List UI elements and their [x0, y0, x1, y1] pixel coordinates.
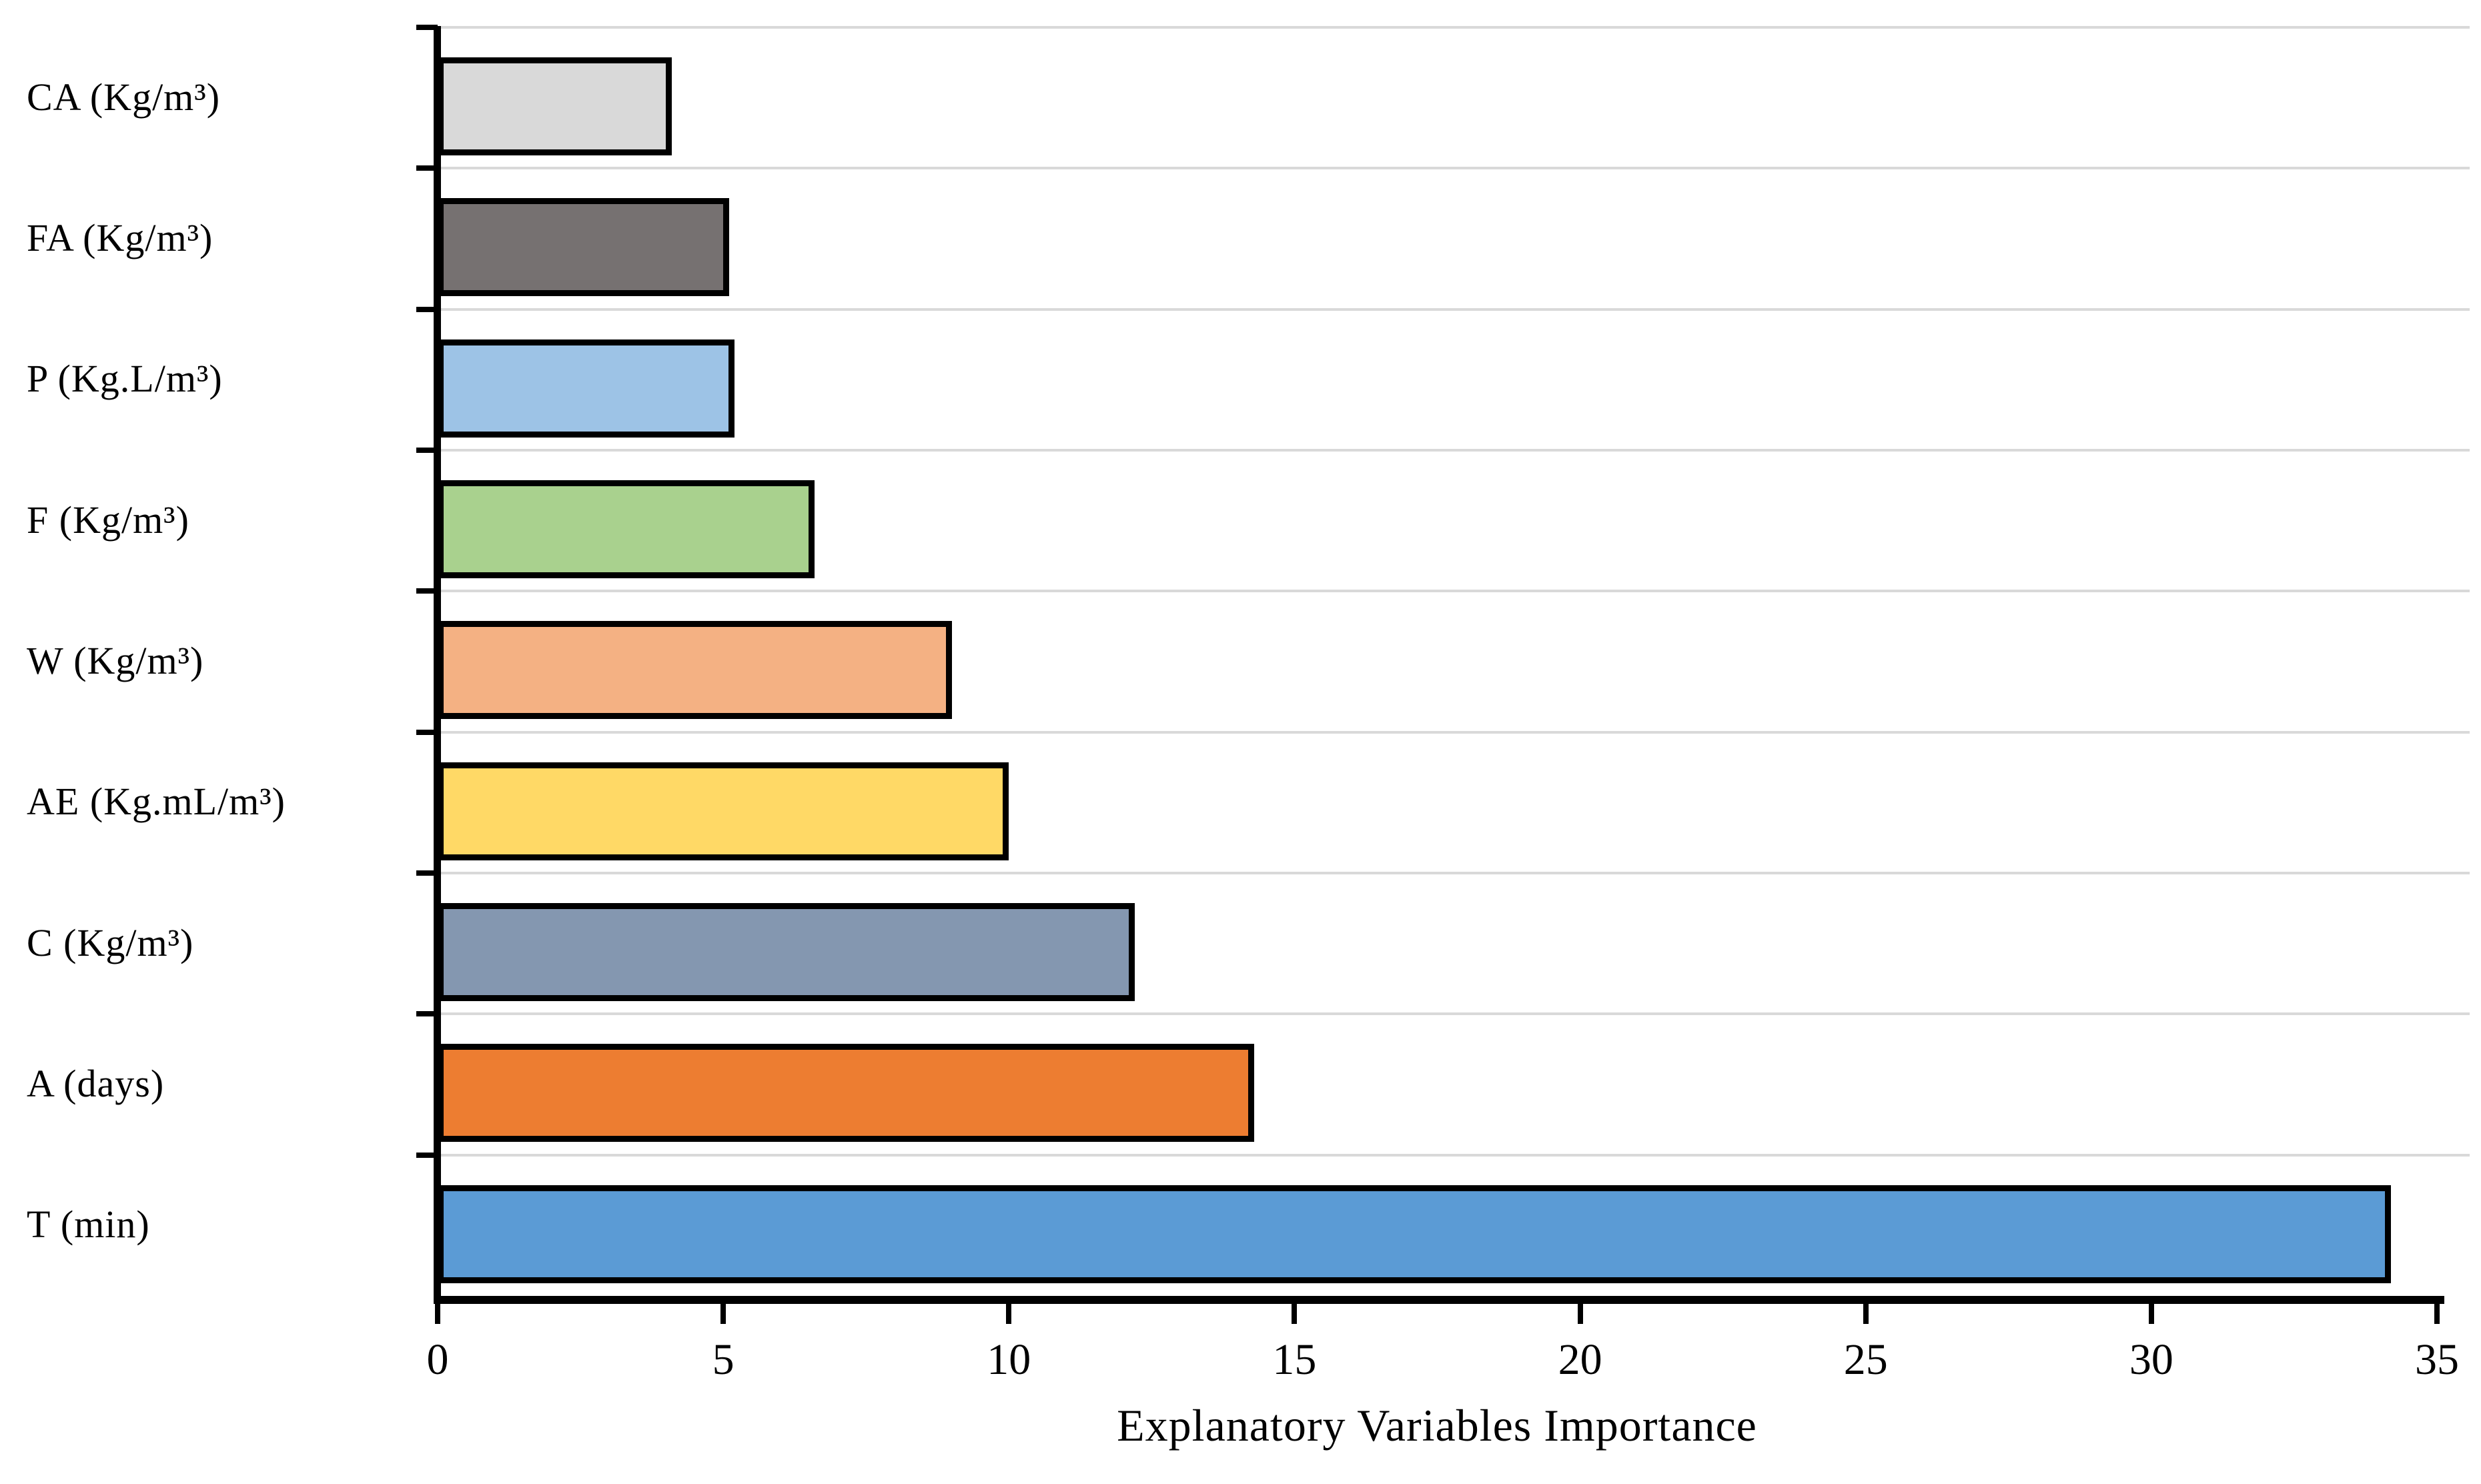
gridline: [438, 1012, 2470, 1016]
x-tick-label: 30: [2129, 1335, 2173, 1384]
x-tick-label: 15: [1272, 1335, 1317, 1384]
bar-a: [438, 1044, 1254, 1143]
x-axis-tick: [1577, 1304, 1583, 1324]
gridline: [438, 1153, 2470, 1157]
x-axis-tick: [1006, 1304, 1012, 1324]
bar-p: [438, 339, 734, 438]
x-axis-tick: [435, 1304, 440, 1324]
gridline: [438, 307, 2470, 311]
y-axis-line: [434, 26, 441, 1301]
x-tick-label: 10: [987, 1335, 1031, 1384]
x-tick-label: 0: [426, 1335, 449, 1384]
x-tick-label: 25: [1843, 1335, 1888, 1384]
bar-c: [438, 903, 1135, 1001]
x-axis-tick: [2148, 1304, 2154, 1324]
bar-t: [438, 1185, 2391, 1283]
category-label: C (Kg/m³): [27, 920, 194, 964]
bar-fa: [438, 198, 729, 297]
gridline: [438, 449, 2470, 452]
y-axis-tick: [416, 448, 438, 453]
x-axis-tick: [2434, 1304, 2440, 1324]
bar-f: [438, 480, 815, 578]
category-label: A (days): [27, 1062, 165, 1106]
x-tick-label: 35: [2415, 1335, 2459, 1384]
category-label: AE (Kg.mL/m³): [27, 780, 286, 824]
y-axis-tick: [416, 1011, 438, 1017]
x-axis-tick: [1863, 1304, 1869, 1324]
y-axis-tick: [416, 588, 438, 594]
y-axis-tick: [416, 729, 438, 735]
x-axis-tick: [720, 1304, 726, 1324]
category-label: W (Kg/m³): [27, 639, 204, 683]
y-axis-tick: [416, 870, 438, 876]
category-label: F (Kg/m³): [27, 498, 189, 542]
y-axis-tick: [416, 25, 438, 30]
y-axis-tick: [416, 1152, 438, 1158]
bar-ae: [438, 762, 1009, 860]
bar-w: [438, 621, 952, 720]
y-axis-tick: [416, 165, 438, 171]
gridline: [438, 167, 2470, 170]
gridline: [438, 872, 2470, 874]
category-label: T (min): [27, 1203, 150, 1247]
bar-ca: [438, 57, 672, 155]
category-label: FA (Kg/m³): [27, 216, 213, 260]
y-axis-tick: [416, 306, 438, 312]
gridline: [438, 590, 2470, 593]
x-tick-label: 5: [712, 1335, 734, 1384]
category-label: CA (Kg/m³): [27, 75, 221, 119]
x-axis-tick: [1292, 1304, 1298, 1324]
category-label: P (Kg.L/m³): [27, 357, 223, 401]
x-axis-title: Explanatory Variables Importance: [1117, 1400, 1757, 1451]
gridline: [438, 26, 2470, 29]
x-tick-label: 20: [1558, 1335, 1602, 1384]
x-axis-line: [434, 1296, 2444, 1304]
gridline: [438, 730, 2470, 734]
